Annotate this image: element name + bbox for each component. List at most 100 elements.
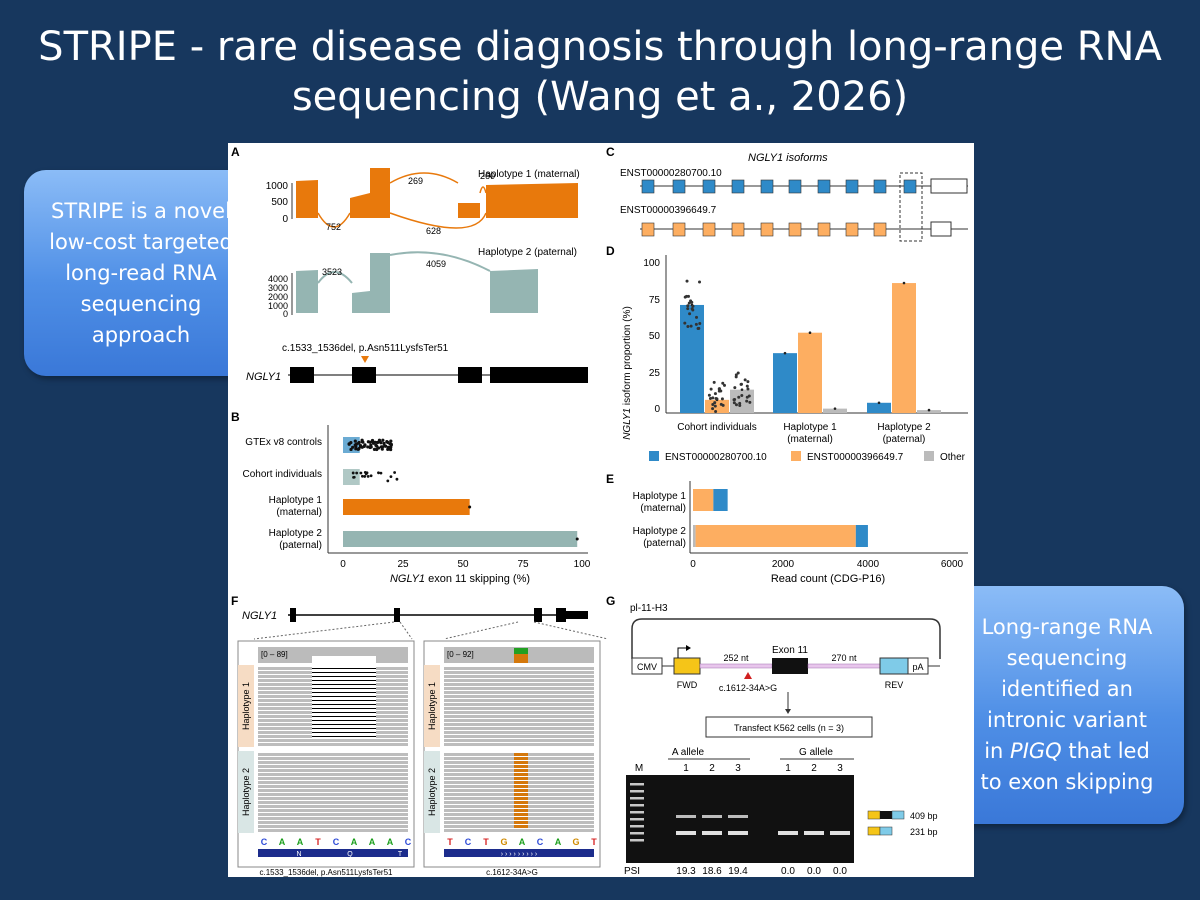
callout-left: STRIPE is a novel low-cost targeted long… [24,170,258,376]
callout-right-line: to exon skipping [980,770,1154,794]
legend-label: ENST00000396649.7 [807,452,904,463]
igv1-base: A [351,837,358,847]
callout-left-line: long-read RNA [65,261,217,285]
igv1-caption: c.1533_1536del, p.Asn511LysfsTer51 [260,868,394,877]
igv1-base: T [315,837,321,847]
c-iso1-exon [903,179,917,194]
b-point [368,445,372,450]
b-point [357,440,361,445]
e-xtick: 4000 [857,559,880,570]
hap1-coverage-block [458,203,480,218]
g-psi-values: 19.3 18.6 19.4 0.0 0.0 0.0 [676,866,847,877]
d-bar [917,410,941,413]
g-band-409 [676,815,696,818]
igv2-coverage-a [514,654,528,663]
g-band1-icon-rev [891,810,905,820]
g-ladder-band [630,790,644,793]
igv1-read [258,739,408,742]
d-point [707,393,711,397]
g-nt2: 270 nt [831,653,857,663]
variant-triangle [361,356,369,363]
panel-b-letter: B [231,410,240,424]
c-iso2-exon [845,222,859,237]
igv2-reads [444,667,594,832]
c-iso2-exons [641,222,887,237]
callout-right-after: that led [1061,739,1150,763]
legend-label: Other [940,452,966,463]
d-ylabel-gene: NGLY1 [622,408,633,440]
d-group-label: Haplotype 2 [877,422,931,433]
d-point [722,383,726,387]
panel-f-letter: F [231,594,238,608]
g-band1-icon [867,810,881,820]
callout-right-line: Long-range RNA [981,615,1153,639]
b-point [372,447,377,452]
callout-left-line: STRIPE is a novel [51,199,231,223]
c-iso2-exon [731,222,745,237]
d-group-label: (maternal) [787,434,833,445]
igv1-coverage-gap [312,656,376,663]
d-group-label: Haplotype 1 [783,422,837,433]
hap1-ytick: 500 [271,197,288,208]
g-lane-label: 3 [735,763,741,774]
g-band1-label: 409 bp [910,811,938,821]
f-gene: NGLY1 [242,610,277,622]
hap2-coverage-block [296,270,318,313]
igv2-read [444,699,594,702]
d-point [694,322,698,326]
igv1-aa-bar [258,849,408,857]
g-band-231 [676,831,696,835]
igv1-hap2-label: Haplotype 2 [241,768,251,816]
e-row-label: Haplotype 1 [633,491,687,502]
g-band2-icon [867,826,881,836]
callout-right: Long-range RNA sequencing identified an … [950,586,1184,824]
igv1-hap2-strip [238,751,254,833]
igv1-base: A [297,837,304,847]
g-gel-bands [630,783,850,842]
igv2-hap2-label: Haplotype 2 [427,768,437,816]
f-exon [534,608,542,622]
c-iso2-exon [760,222,774,237]
igv1-base: C [333,837,340,847]
g-cmv-label: CMV [637,662,657,672]
b-point [366,474,370,478]
f-exon [290,608,296,622]
b-row-label: (paternal) [279,540,322,551]
d-point [732,398,736,402]
hap2-ytick: 2000 [268,292,288,302]
e-row-label: (paternal) [643,538,686,549]
g-lane-label: 1 [683,763,689,774]
e-bar-iso1 [855,525,868,547]
e-row-label: Haplotype 2 [633,526,687,537]
b-point [468,505,472,509]
hap2-coverage-block [490,269,538,313]
igv2-variant-base [514,769,528,772]
c-iso1-exon [760,179,774,194]
g-transfect-label: Transfect K562 cells (n = 3) [734,723,844,733]
f-zoom-line [533,621,609,640]
d-point [745,395,749,399]
b-bar [343,469,360,485]
b-point [368,440,372,444]
d-point [714,397,718,401]
d-point [691,304,695,308]
e-xtick: 0 [690,559,696,570]
d-point [686,324,690,328]
igv1-read [258,781,408,784]
c-iso2-exon [788,222,802,237]
d-point [721,381,725,385]
d-ylabel: NGLY1 isoform proportion (%) [622,306,633,440]
igv1-read [258,825,408,828]
igv2-base: A [519,837,526,847]
igv1-read [258,785,408,788]
hap2-ytick: 3000 [268,283,288,293]
igv2-base: T [447,837,453,847]
igv2-read [444,735,594,738]
d-point [783,351,787,355]
igv2-read [444,695,594,698]
d-point [690,300,694,304]
g-ladder-band [630,783,644,786]
b-point [355,471,359,475]
hap1-ytick: 0 [282,214,288,225]
